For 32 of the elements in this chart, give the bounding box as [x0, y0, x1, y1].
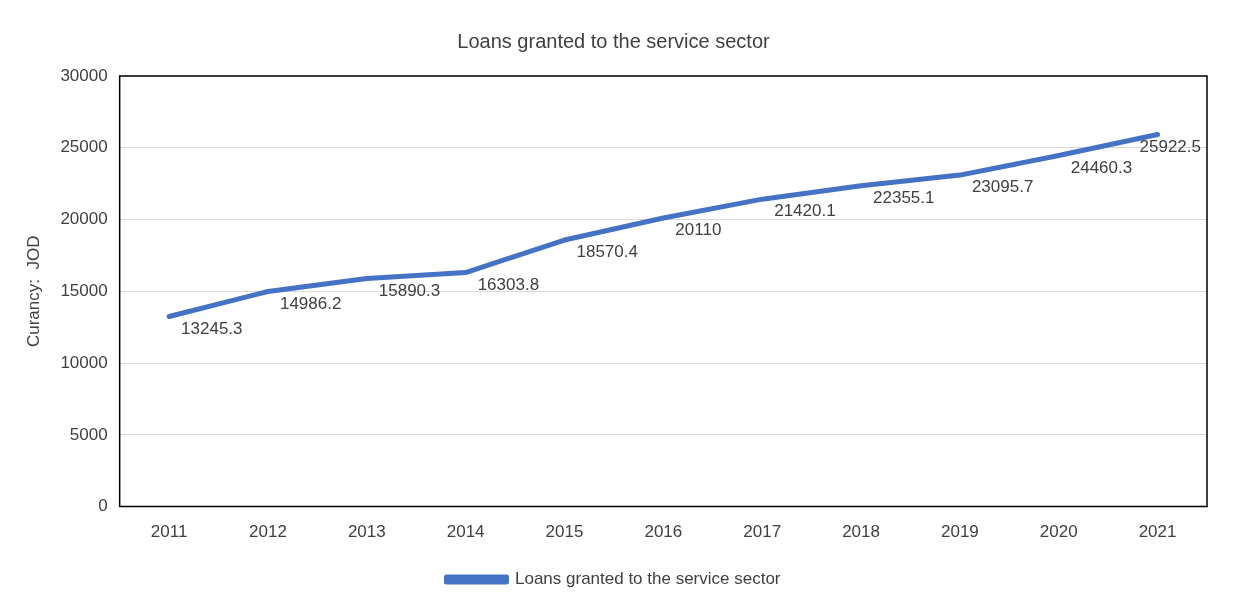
data-label: 16303.8 — [477, 274, 540, 294]
data-label: 13245.3 — [181, 318, 243, 338]
data-label: 14986.2 — [279, 293, 342, 313]
data-label: 18570.4 — [576, 242, 638, 262]
x-tick-label: 2016 — [644, 522, 683, 542]
x-tick-label: 2014 — [446, 522, 485, 542]
data-label: 21420.1 — [774, 201, 836, 221]
x-tick-label: 2017 — [743, 522, 782, 542]
x-tick-label: 2011 — [150, 522, 188, 542]
data-label: 24460.3 — [1070, 157, 1133, 177]
x-tick-label: 2013 — [347, 522, 386, 542]
y-tick-label: 15000 — [60, 280, 108, 300]
data-label: 25922.5 — [1139, 136, 1201, 156]
data-label: 23095.7 — [971, 177, 1034, 197]
y-tick-label: 5000 — [69, 424, 108, 444]
x-tick-label: 2021 — [1138, 522, 1177, 542]
data-label: 15890.3 — [378, 280, 441, 300]
y-axis-title: Curancy: JOD — [23, 235, 43, 348]
y-tick-label: 25000 — [60, 137, 108, 157]
x-tick-label: 2018 — [842, 522, 880, 542]
y-tick-label: 20000 — [60, 209, 108, 229]
chart-title: Loans granted to the service sector — [457, 29, 771, 52]
y-tick-label: 0 — [98, 496, 108, 516]
x-tick-label: 2012 — [249, 522, 287, 542]
x-tick-label: 2015 — [545, 522, 584, 542]
y-tick-label: 10000 — [60, 352, 108, 372]
y-tick-label: 30000 — [60, 65, 108, 85]
legend-label: Loans granted to the service sector — [514, 569, 781, 589]
x-tick-label: 2019 — [940, 522, 979, 542]
data-label: 22355.1 — [873, 187, 935, 207]
data-label: 20110 — [675, 220, 722, 240]
x-tick-label: 2020 — [1039, 522, 1078, 542]
